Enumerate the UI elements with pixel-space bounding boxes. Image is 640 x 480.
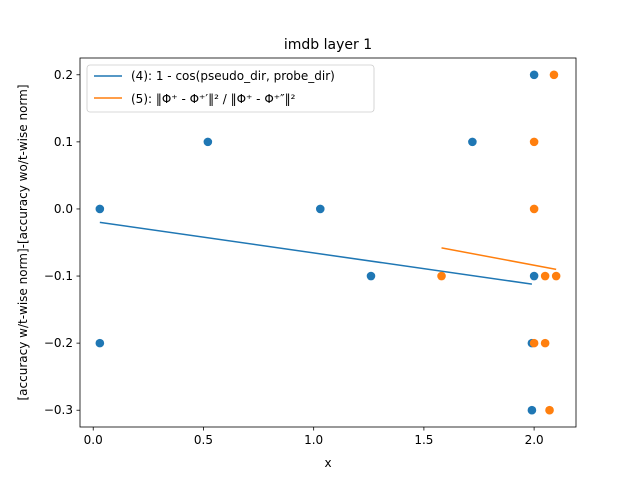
x-axis-title: x (324, 456, 331, 470)
point-series-4 (529, 70, 539, 80)
y-axis: −0.3 −0.2 −0.1 0.0 0.1 0.2 (44, 68, 80, 417)
point-series-5 (540, 338, 550, 348)
y-tick-label: 0.2 (54, 68, 73, 82)
point-series-5 (551, 271, 561, 281)
point-series-5 (529, 204, 539, 214)
x-tick-label: 0.5 (194, 433, 213, 447)
point-series-4 (315, 204, 325, 214)
legend-label-series-5: (5): ‖Φ⁺ - Φ⁺′‖² / ‖Φ⁺ - Φ⁺″‖² (131, 92, 296, 106)
fit-line-series-5 (441, 247, 557, 271)
x-tick-label: 1.5 (414, 433, 433, 447)
y-tick-label: 0.0 (54, 202, 73, 216)
y-axis-title: [accuracy w/t-wise norm]-[accuracy wo/t-… (16, 84, 30, 400)
y-tick-label: −0.2 (44, 336, 73, 350)
point-series-5 (529, 137, 539, 147)
data-points (95, 70, 561, 415)
legend-box (86, 64, 375, 113)
point-series-4 (527, 405, 537, 415)
x-axis: 0.0 0.5 1.0 1.5 2.0 (84, 427, 544, 447)
y-tick-label: 0.1 (54, 135, 73, 149)
legend: (4): 1 - cos(pseudo_dir, probe_dir) (5):… (86, 64, 375, 113)
point-series-5 (549, 70, 559, 80)
chart-title: imdb layer 1 (284, 37, 372, 53)
point-series-4 (529, 271, 539, 281)
plot-frame (79, 57, 577, 428)
x-tick-label: 1.0 (304, 433, 323, 447)
point-series-5 (529, 338, 539, 348)
point-series-4 (366, 271, 376, 281)
y-tick-label: −0.1 (44, 269, 73, 283)
point-series-5 (437, 271, 446, 281)
y-tick-label: −0.3 (44, 403, 73, 417)
point-series-5 (545, 405, 554, 415)
x-tick-label: 0.0 (84, 433, 103, 447)
point-series-4 (95, 204, 105, 214)
legend-label-series-4: (4): 1 - cos(pseudo_dir, probe_dir) (131, 69, 335, 83)
point-series-4 (203, 137, 213, 147)
plot-area (80, 58, 576, 427)
x-tick-label: 2.0 (525, 433, 544, 447)
fit-lines (99, 221, 557, 285)
point-series-4 (95, 338, 105, 348)
point-series-5 (540, 271, 550, 281)
fit-line-series-4 (99, 221, 533, 285)
point-series-4 (468, 137, 477, 147)
